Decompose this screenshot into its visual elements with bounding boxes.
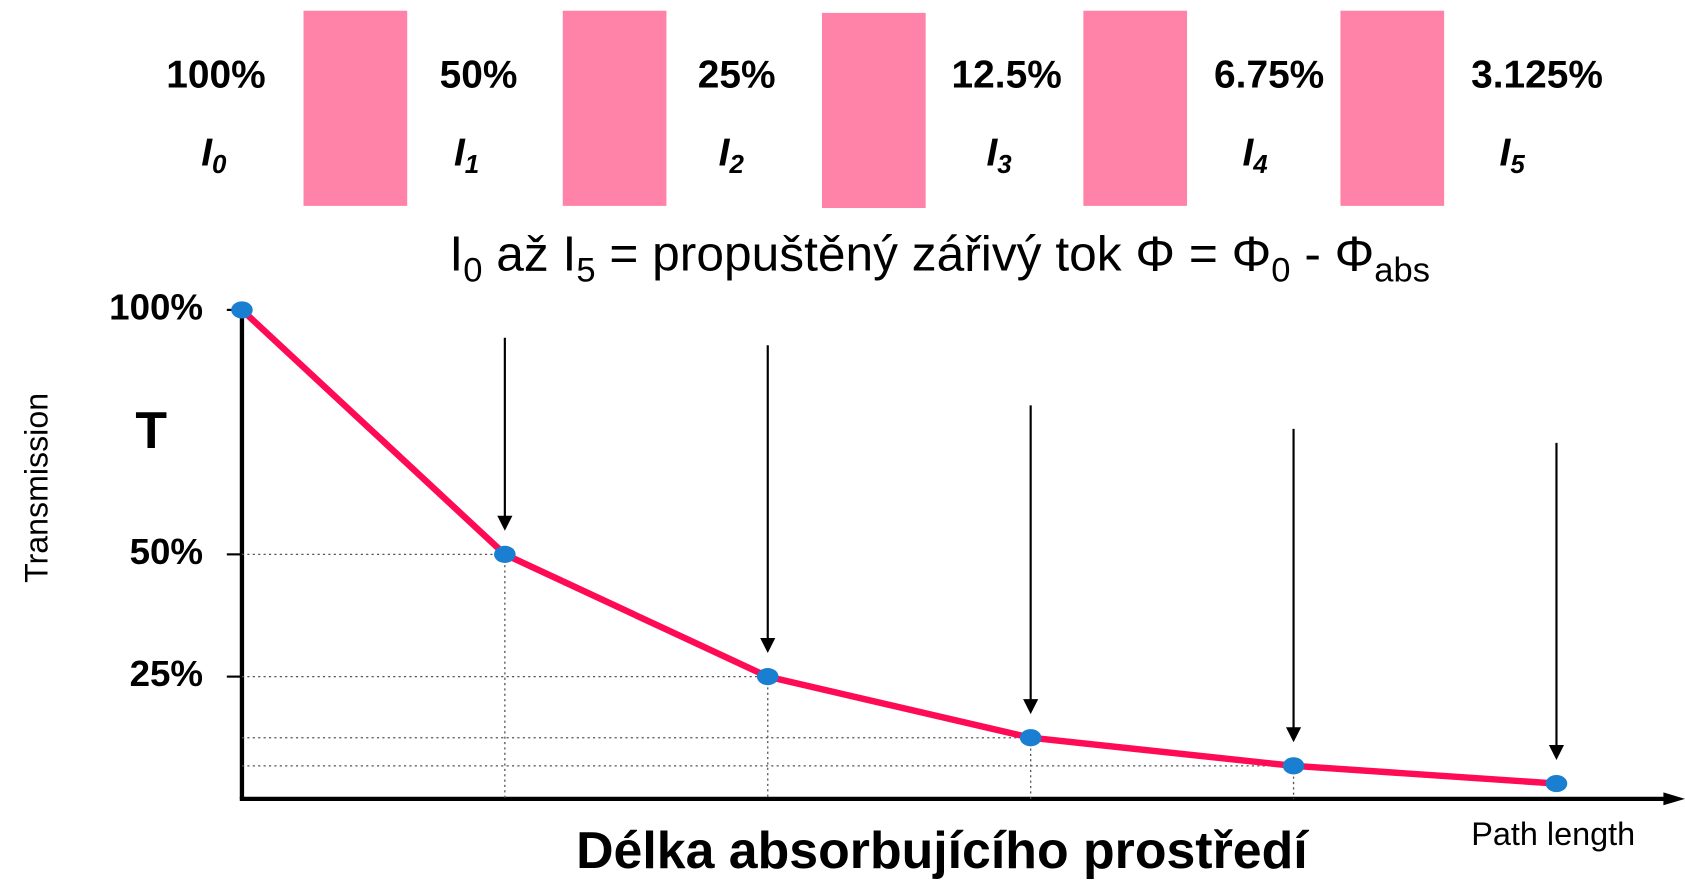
y-tick-label: 100%: [109, 287, 203, 328]
formula-sub: 0: [463, 252, 482, 290]
formula: I0 až I5 = propuštěný zářivý tok Φ = Φ0 …: [449, 227, 1430, 290]
data-point: [1545, 774, 1568, 793]
intensity-symbol: I: [201, 132, 213, 175]
formula-part: až I: [482, 227, 576, 282]
data-point: [756, 668, 779, 686]
y-axis-label: Transmission: [18, 393, 54, 583]
intensity-symbol: I: [1500, 132, 1512, 175]
data-point: [1282, 757, 1305, 775]
formula-sub: 0: [1271, 252, 1290, 290]
intensity-symbol: I: [719, 132, 731, 175]
arrow-head: [1023, 699, 1039, 715]
x-axis-label-en: Path length: [1471, 816, 1635, 852]
arrow-head: [760, 638, 776, 654]
data-point: [231, 301, 253, 319]
percent-label: 3.125%: [1471, 54, 1603, 97]
percent-label: 50%: [440, 54, 518, 97]
formula-sub: abs: [1374, 252, 1430, 290]
filter-box: [303, 10, 408, 206]
filter-box: [821, 12, 926, 209]
filter-box: [562, 10, 667, 206]
intensity-symbol: I: [454, 132, 466, 175]
y-tick-label: 25%: [130, 653, 203, 694]
intensity-label: I3: [987, 132, 1013, 179]
data-point: [494, 545, 516, 563]
filter-box: [1083, 10, 1188, 206]
intensity-label: I5: [1500, 132, 1526, 179]
intensity-symbol: I: [1243, 132, 1255, 175]
formula-part: = propuštěný zářivý tok Φ = Φ: [596, 227, 1272, 282]
formula-sub: 5: [576, 252, 595, 290]
arrow-head: [1548, 744, 1565, 760]
arrow-head: [1286, 727, 1302, 743]
percent-label: 25%: [698, 54, 776, 97]
arrow-head: [497, 515, 513, 531]
formula-part: - Φ: [1291, 227, 1375, 282]
filter-box: [1340, 10, 1445, 206]
intensity-label: I0: [201, 132, 227, 179]
intensity-subscript: 3: [997, 151, 1012, 179]
x-axis-arrow: [1663, 792, 1685, 806]
data-line: [239, 307, 1557, 787]
y-tick-label: 50%: [130, 531, 203, 572]
y-symbol: T: [135, 401, 167, 459]
data-point: [1019, 729, 1042, 747]
intensity-subscript: 4: [1252, 151, 1267, 179]
filters: [303, 10, 1445, 209]
intensity-label: I2: [719, 132, 745, 179]
intensity-subscript: 1: [465, 151, 479, 179]
intensity-subscript: 2: [728, 151, 744, 179]
intensity-subscript: 5: [1510, 151, 1525, 179]
percent-label: 12.5%: [952, 54, 1062, 97]
intensity-label: I4: [1243, 132, 1268, 179]
x-axis-label: Délka absorbujícího prostředí: [576, 821, 1309, 879]
formula-part: I: [449, 227, 463, 282]
intensity-subscript: 0: [212, 151, 227, 179]
intensity-symbol: I: [987, 132, 999, 175]
percent-label: 100%: [166, 54, 265, 97]
intensity-label: I1: [454, 132, 479, 179]
percent-label: 6.75%: [1214, 54, 1324, 97]
